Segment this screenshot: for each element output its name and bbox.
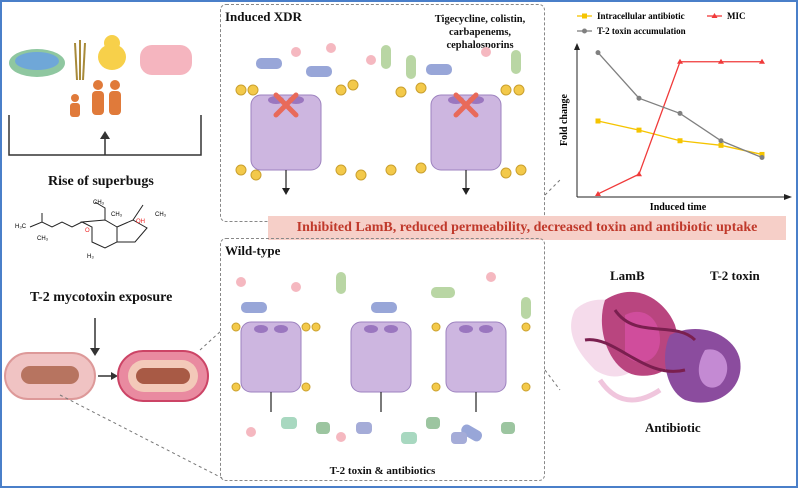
t2-toxin-label: T-2 toxin	[710, 268, 760, 283]
environment-illustration	[9, 35, 192, 117]
bacteria-illustration	[4, 350, 209, 402]
legend-marker	[711, 13, 718, 18]
data-point	[759, 151, 765, 157]
xdr-panel: Induced XDR Tigecycline, colistin, carba…	[220, 4, 545, 222]
wild-type-panel: Wild-type T-2 toxin & antibiotics	[220, 238, 545, 481]
series-line	[597, 61, 762, 195]
data-point	[636, 95, 642, 101]
wild-type-title: Wild-type	[225, 243, 281, 258]
legend-marker	[582, 13, 587, 19]
data-point	[718, 58, 724, 64]
series-mic	[595, 58, 765, 196]
arrow-down	[90, 318, 100, 356]
antibiotic-list: Tigecycline, colistin, carbapenems, ceph…	[434, 14, 526, 51]
data-point	[718, 138, 724, 144]
legend-label: T-2 toxin accumulation	[597, 26, 686, 36]
y-axis-label: Fold change	[559, 93, 570, 146]
data-point	[759, 58, 765, 64]
xdr-title: Induced XDR	[225, 9, 302, 24]
exposure-label: T-2 mycotoxin exposure	[30, 290, 173, 305]
data-point	[636, 171, 642, 177]
t2-molecule-structure: O OH H₃C CH₃ CH₃ CH₃ CH₃ H₃	[15, 200, 167, 260]
data-point	[677, 58, 683, 64]
fold-change-chart: Intracellular antibiotic MIC T-2 toxin acc…	[559, 11, 792, 213]
ch3-label: CH₃	[37, 236, 49, 242]
series-t-2-toxin-accumulation	[595, 50, 765, 160]
data-point	[595, 50, 601, 56]
h3-label: H₃	[87, 254, 94, 260]
lamb-protein-illustration	[571, 291, 741, 403]
wild-type-caption: T-2 toxin & antibiotics	[329, 465, 436, 477]
legend-label: Intracellular antibiotic	[597, 11, 685, 21]
series-line	[597, 120, 763, 156]
rise-label: Rise of superbugs	[48, 174, 154, 189]
legend-marker	[582, 28, 587, 34]
o-atom: O	[85, 228, 90, 234]
data-point	[718, 142, 724, 148]
data-point	[759, 154, 765, 160]
series-intracellular-antibiotic	[595, 118, 765, 157]
antibiotic-label: Antibiotic	[645, 420, 701, 435]
lamb-label: LamB	[610, 268, 645, 283]
data-point	[595, 190, 601, 196]
chart-legend: Intracellular antibiotic MIC T-2 toxin acc…	[577, 11, 746, 36]
ch3-label: CH₃	[111, 212, 123, 218]
x-axis-label: Induced time	[650, 202, 707, 213]
data-point	[677, 110, 683, 116]
conclusion-banner: Inhibited LamB, reduced permeability, de…	[268, 216, 786, 240]
ch3-label: CH₃	[93, 200, 105, 206]
data-point	[595, 118, 601, 124]
bracket-arrow	[8, 115, 202, 156]
data-point	[677, 138, 683, 144]
ch3-label: CH₃	[155, 212, 167, 218]
banner-background	[268, 216, 786, 240]
banner-text: Inhibited LamB, reduced permeability, de…	[296, 220, 758, 235]
wild-type-membrane-illustration	[231, 272, 531, 444]
xdr-membrane-illustration	[235, 43, 527, 195]
oh-group: OH	[136, 219, 145, 225]
legend-label: MIC	[727, 11, 746, 21]
h3c-label: H₃C	[15, 224, 27, 230]
data-point	[636, 127, 642, 133]
